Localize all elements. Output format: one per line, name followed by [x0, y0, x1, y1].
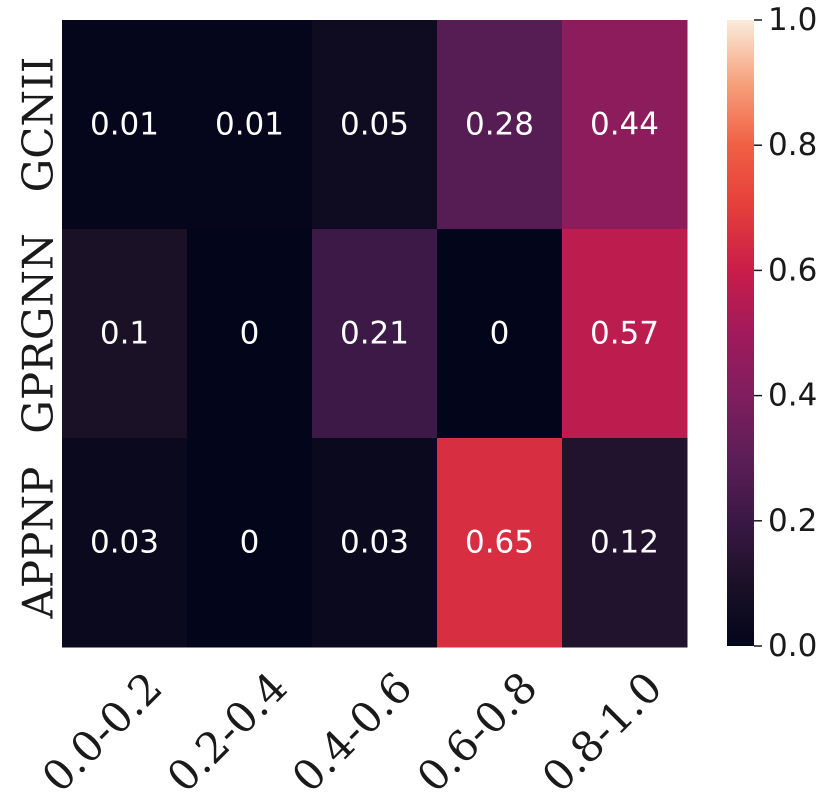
heatmap-cell-r0-c0: [62, 20, 188, 230]
cell-value-label-r1-c4: 0.57: [590, 316, 659, 352]
cell-value-label-r2-c0: 0.03: [90, 525, 159, 561]
cell-value-label-r2-c3: 0.65: [465, 525, 534, 561]
heatmap-cell-r2-c3: [437, 438, 563, 648]
heatmap-cell-r2-c0: [62, 438, 188, 648]
heatmap-cell-r1-c0: [62, 229, 188, 439]
cell-value-label-r2-c4: 0.12: [590, 525, 659, 561]
colorbar-tick-label-2: 0.4: [768, 378, 817, 414]
column-label-4: 0.8-1.0: [532, 662, 671, 793]
heatmap-cell-r2-c4: [562, 438, 688, 648]
cell-value-label-r0-c3: 0.28: [465, 107, 534, 143]
cell-value-label-r0-c0: 0.01: [90, 107, 159, 143]
colorbar-tick-label-1: 0.2: [768, 503, 817, 539]
heatmap-cells: 0.01 0.01 0.05 0.28 0.44 0.1 0 0.21 0 0.57 0.03 0 0.…: [62, 20, 688, 648]
heatmap-cell-r1-c2: [312, 229, 438, 439]
colorbar-tick-label-0: 0.0: [768, 628, 817, 664]
cell-value-label-r0-c2: 0.05: [340, 107, 409, 143]
cell-value-label-r0-c1: 0.01: [215, 107, 284, 143]
cell-value-label-r1-c1: 0: [240, 316, 260, 352]
heatmap-cell-r2-c2: [312, 438, 438, 648]
heatmap-cell-r0-c1: [187, 20, 313, 230]
cell-value-label-r2-c1: 0: [240, 525, 260, 561]
heatmap-cell-r2-c1: [187, 438, 313, 648]
heatmap-cell-r1-c3: [437, 229, 563, 439]
colorbar-tick-label-3: 0.6: [768, 252, 817, 288]
row-label-gprgnn: GPRGNN: [14, 233, 63, 433]
row-labels: GCNII GPRGNN APPNP: [14, 57, 63, 620]
cell-value-label-r1-c2: 0.21: [340, 316, 409, 352]
column-label-0: 0.0-0.2: [32, 662, 171, 793]
heatmap-cell-r1-c4: [562, 229, 688, 439]
colorbar-tick-label-5: 1.0: [768, 2, 817, 38]
cell-value-label-r1-c3: 0: [490, 316, 510, 352]
row-label-gcnii: GCNII: [14, 57, 63, 193]
colorbar-tick-label-4: 0.8: [768, 127, 817, 163]
colorbar-gradient: [727, 20, 754, 646]
column-label-2: 0.4-0.6: [282, 662, 421, 793]
heatmap-cell-r0-c4: [562, 20, 688, 230]
heatmap-cell-r1-c1: [187, 229, 313, 439]
cell-value-label-r1-c0: 0.1: [100, 316, 149, 352]
heatmap-cell-r0-c2: [312, 20, 438, 230]
heatmap-cell-r0-c3: [437, 20, 563, 230]
cell-value-label-r0-c4: 0.44: [590, 107, 659, 143]
column-labels: 0.0-0.20.2-0.40.4-0.60.6-0.80.8-1.0: [32, 662, 671, 793]
colorbar: 0.0 0.2 0.4 0.6 0.8 1.0: [727, 2, 817, 664]
column-label-3: 0.6-0.8: [407, 662, 546, 793]
column-label-1: 0.2-0.4: [157, 662, 296, 793]
row-label-appnp: APPNP: [14, 467, 63, 620]
cell-value-label-r2-c2: 0.03: [340, 525, 409, 561]
